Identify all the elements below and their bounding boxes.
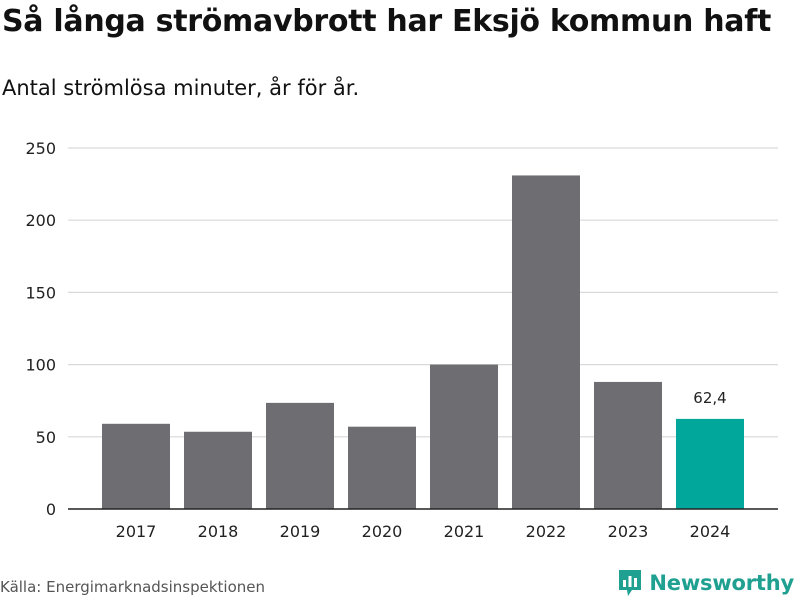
chart-subtitle: Antal strömlösa minuter, år för år. xyxy=(2,76,360,100)
source-note: Källa: Energimarknadsinspektionen xyxy=(0,578,266,596)
y-tick-label: 150 xyxy=(25,283,56,302)
x-axis-ticks: 2017 2018 2019 2020 2021 2022 2023 2024 xyxy=(116,522,731,541)
y-tick-label: 0 xyxy=(46,500,56,519)
x-tick-label: 2019 xyxy=(280,522,321,541)
bar-2023 xyxy=(594,381,662,509)
bar-chart-logo-icon xyxy=(619,570,642,596)
y-axis-ticks: 0 50 100 150 200 250 xyxy=(25,139,56,519)
bar-chart: 0 50 100 150 200 250 2017 2018 2019 2020 2021 2022… xyxy=(25,139,778,541)
y-tick-label: 50 xyxy=(36,428,56,447)
y-tick-label: 250 xyxy=(25,139,56,158)
bar-2017 xyxy=(102,423,170,509)
brand-name: Newsworthy xyxy=(649,571,794,595)
bar-2019 xyxy=(266,402,334,509)
bars xyxy=(102,175,744,509)
x-tick-label: 2022 xyxy=(526,522,567,541)
x-tick-label: 2024 xyxy=(690,522,731,541)
bar-2020 xyxy=(348,426,416,509)
y-tick-label: 100 xyxy=(25,356,56,375)
chart-title: Så långa strömavbrott har Eksjö kommun h… xyxy=(2,4,772,39)
x-tick-label: 2017 xyxy=(116,522,157,541)
y-tick-label: 200 xyxy=(25,211,56,230)
x-tick-label: 2021 xyxy=(444,522,485,541)
bar-2021 xyxy=(430,364,498,509)
bar-2022 xyxy=(512,175,580,509)
bar-2024 xyxy=(676,418,744,509)
x-tick-label: 2018 xyxy=(198,522,239,541)
x-tick-label: 2020 xyxy=(362,522,403,541)
data-labels: 62,4 xyxy=(693,389,726,407)
x-tick-label: 2023 xyxy=(608,522,649,541)
gridlines xyxy=(68,147,778,438)
data-label: 62,4 xyxy=(693,389,726,407)
brand-logo: Newsworthy xyxy=(617,568,794,598)
bar-2018 xyxy=(184,431,252,509)
